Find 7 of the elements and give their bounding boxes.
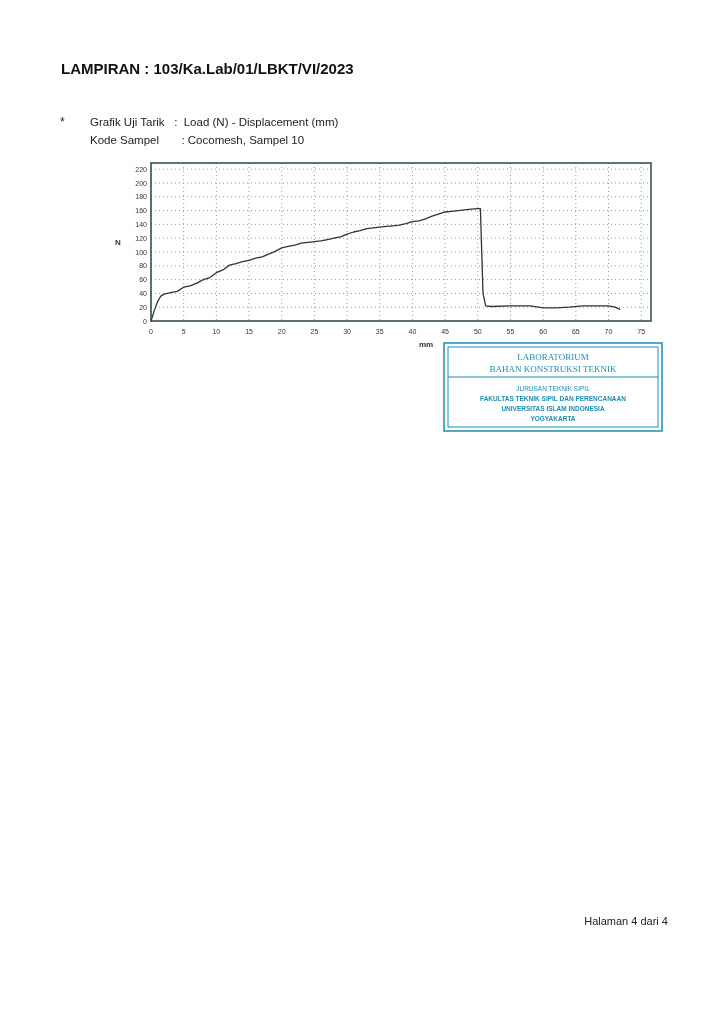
x-axis-title: mm [418, 340, 434, 349]
text: Halaman 4 dari 4 [584, 915, 668, 927]
chart-subtitle: Grafik Uji Tarik : Load (N) - Displacement (mm) [90, 116, 339, 128]
text: * [60, 115, 65, 129]
y-axis-title: N [115, 238, 122, 247]
chart-title: LAMPIRAN : 103/Ka.Lab/01/LBKT/VI/2023 [61, 60, 354, 77]
text: Kode Sampel : Cocomesh, Sampel 10 [90, 134, 305, 146]
